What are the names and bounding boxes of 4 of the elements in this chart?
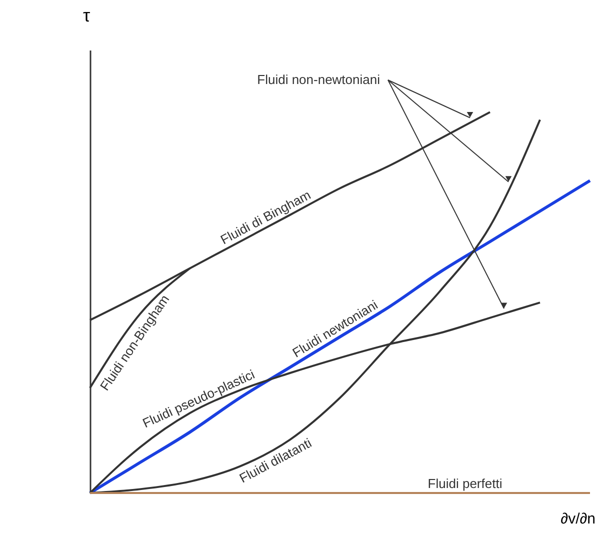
series-label: Fluidi perfetti [428,476,502,491]
text: Fluidi non-newtoniani [257,72,380,87]
y-axis-title: τ [82,6,90,26]
x-axis-title: ∂v/∂n [560,510,596,528]
